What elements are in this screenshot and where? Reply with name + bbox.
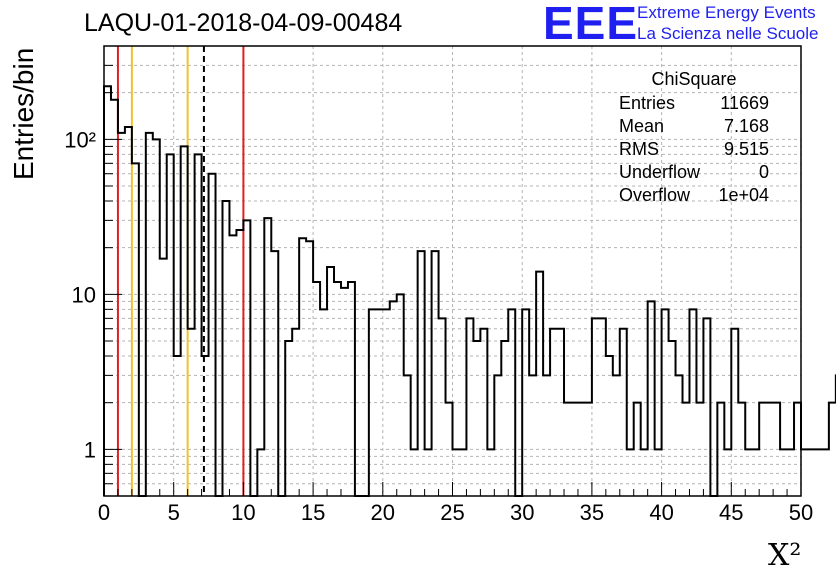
logo-line-2: La Scienza nelle Scuole xyxy=(637,24,819,43)
x-tick-label: 25 xyxy=(440,500,464,525)
stats-box-title: ChiSquare xyxy=(651,69,737,89)
x-tick-label: 5 xyxy=(168,500,180,525)
y-tick-label: 10² xyxy=(64,127,96,152)
x-tick-label: 15 xyxy=(301,500,325,525)
x-tick-label: 20 xyxy=(371,500,395,525)
stats-label: Mean xyxy=(619,116,665,136)
logo-line-1: Extreme Energy Events xyxy=(637,3,816,22)
stats-value: 9.515 xyxy=(723,139,769,159)
chart-title: LAQU-01-2018-04-09-00484 xyxy=(84,9,403,37)
x-tick-label: 0 xyxy=(98,500,110,525)
x-axis-label: X² xyxy=(768,538,802,572)
axis-tick-labels: 0 5 10 15 20 25 30 35 40 45 50 1 10 10² xyxy=(64,127,813,525)
x-tick-label: 40 xyxy=(649,500,673,525)
histogram-outline xyxy=(103,85,836,497)
x-tick-label: 30 xyxy=(510,500,534,525)
eee-logo-mark: EEE xyxy=(543,0,639,49)
grid-layer xyxy=(104,46,801,496)
x-tick-label: 10 xyxy=(231,500,255,525)
stats-label: Underflow xyxy=(619,162,701,182)
stats-label: RMS xyxy=(619,139,659,159)
stats-value: 11669 xyxy=(720,93,769,113)
x-tick-label: 45 xyxy=(719,500,743,525)
reference-lines xyxy=(116,46,245,496)
y-axis-label: Entries/bin xyxy=(8,47,39,180)
stats-value: 0 xyxy=(758,162,769,182)
stats-label: Entries xyxy=(619,93,676,113)
x-tick-label: 50 xyxy=(789,500,813,525)
y-tick-label: 1 xyxy=(84,437,96,462)
x-tick-label: 35 xyxy=(580,500,604,525)
stats-value: 7.168 xyxy=(723,116,769,136)
axis-ticks xyxy=(103,64,802,496)
y-tick-label: 10 xyxy=(72,282,96,307)
stats-value: 1e+04 xyxy=(718,185,769,205)
stats-label: Overflow xyxy=(619,185,691,205)
